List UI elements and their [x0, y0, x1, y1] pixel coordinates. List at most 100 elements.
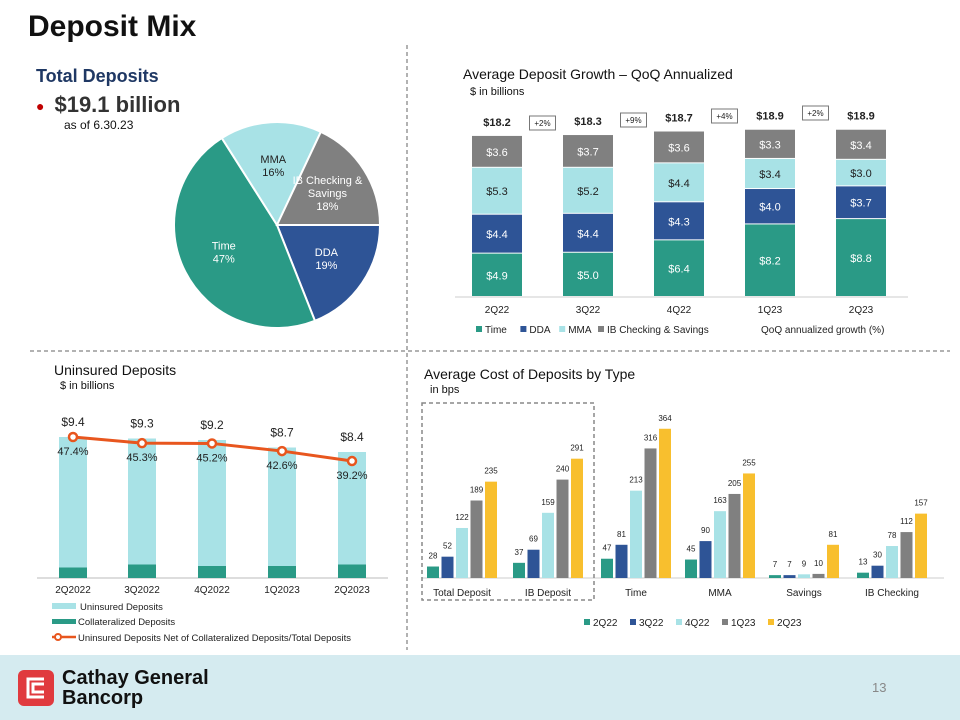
growth-label: +4% — [716, 112, 732, 121]
bar-uninsured — [59, 437, 87, 578]
bar-4Q22 — [630, 490, 642, 578]
ratio-point — [276, 445, 288, 457]
growth-box — [620, 112, 647, 128]
bar-segment-time — [836, 219, 886, 296]
bar-collateralized — [198, 566, 226, 578]
bar-uninsured — [198, 440, 226, 578]
bullet-icon: ● — [36, 98, 45, 115]
bar-4Q22 — [714, 511, 726, 578]
legend-swatch — [52, 603, 76, 609]
total-deposits-heading: Total Deposits — [36, 66, 159, 86]
bar-value-label: $9.4 — [61, 415, 85, 429]
bar-value-label: 78 — [888, 531, 897, 540]
bar-value-label: 157 — [914, 499, 928, 508]
legend-label: Uninsured Deposits Net of Collateralized… — [78, 633, 351, 644]
growth-label: +2% — [534, 119, 550, 128]
x-tick-label: 4Q22 — [667, 305, 692, 316]
bar-value-label: 45 — [687, 545, 696, 554]
bar-1Q23 — [728, 493, 741, 578]
pie-label: 19% — [315, 260, 337, 272]
highlight-box — [421, 402, 595, 601]
logo-line1: Cathay General — [62, 667, 209, 689]
bar-2Q23 — [743, 473, 755, 578]
legend-label: Time — [485, 325, 507, 336]
pie-label: MMA — [260, 154, 286, 166]
legend-label: 2Q23 — [777, 618, 802, 629]
bar-value-label: 90 — [701, 526, 710, 535]
bar-1Q23 — [470, 500, 483, 578]
bar-segment-time — [563, 252, 613, 296]
bar-value-label: 316 — [644, 433, 658, 442]
bar-2Q23 — [485, 481, 497, 578]
bar-segment-time — [745, 224, 795, 296]
bar-value-label: 240 — [556, 465, 570, 474]
page-title: Deposit Mix — [28, 10, 197, 43]
x-tick-label: 3Q22 — [576, 305, 601, 316]
ratio-point — [67, 431, 79, 443]
legend-label: 1Q23 — [731, 618, 756, 629]
growth-label: +2% — [807, 109, 823, 118]
x-tick-label: IB Deposit — [525, 588, 571, 599]
bar-3Q22 — [615, 544, 628, 578]
bar-4Q22 — [886, 546, 898, 578]
legend-label: IB Checking & Savings — [607, 325, 709, 336]
bar-value-label: $4.9 — [486, 270, 507, 282]
bar-uninsured — [338, 452, 366, 578]
bar-3Q22 — [783, 575, 796, 578]
bar-value-label: $3.7 — [577, 146, 598, 158]
bar-value-label: 52 — [443, 542, 452, 551]
bar-value-label: 81 — [617, 530, 626, 539]
bar-3Q22 — [871, 565, 884, 578]
legend-swatch — [768, 619, 774, 625]
bar-value-label: 37 — [515, 548, 524, 557]
bar-segment-dda — [836, 186, 886, 219]
x-tick-label: Time — [625, 588, 647, 599]
bar-uninsured — [128, 438, 156, 578]
x-tick-label: 1Q2023 — [264, 585, 300, 596]
bar-segment-ib — [836, 129, 886, 159]
growth-box — [802, 105, 829, 121]
pie-label: 18% — [316, 201, 338, 213]
pie-label: 16% — [262, 167, 284, 179]
bar-segment-mma — [654, 163, 704, 202]
bar-value-label: 7 — [773, 560, 778, 569]
ratio-label: 47.4% — [57, 446, 88, 458]
growth-box — [529, 115, 556, 131]
x-tick-label: 2Q22 — [485, 305, 510, 316]
uninsured-chart-subtitle: $ in billions — [60, 380, 115, 392]
bar-value-label: 364 — [658, 414, 672, 423]
bar-segment-mma — [745, 158, 795, 189]
ratio-label: 39.2% — [336, 470, 367, 482]
bar-value-label: $4.3 — [668, 216, 689, 228]
bar-value-label: 69 — [529, 535, 538, 544]
ratio-label: 45.2% — [196, 452, 227, 464]
legend-swatch — [676, 619, 682, 625]
total-deposits-amount: ● $19.1 billion — [36, 92, 180, 118]
bar-value-label: $3.6 — [668, 142, 689, 154]
bar-segment-dda — [472, 214, 522, 253]
x-tick-label: 4Q2022 — [194, 585, 230, 596]
logo-line2: Bancorp — [62, 687, 144, 709]
bar-value-label: 291 — [570, 444, 584, 453]
legend-marker — [54, 633, 62, 641]
bar-value-label: 13 — [859, 558, 868, 567]
bar-4Q22 — [542, 512, 554, 578]
bar-value-label: 163 — [713, 496, 727, 505]
bar-total-label: $18.9 — [756, 111, 784, 123]
as-of-date: as of 6.30.23 — [64, 118, 134, 132]
bar-segment-dda — [563, 213, 613, 252]
bar-value-label: $5.2 — [577, 186, 598, 198]
bar-segment-time — [654, 240, 704, 296]
bar-segment-dda — [745, 189, 795, 224]
ratio-point — [206, 438, 218, 449]
legend-label: MMA — [568, 325, 592, 336]
legend-label: Uninsured Deposits — [80, 602, 163, 613]
bar-value-label: $4.4 — [577, 228, 598, 240]
total-deposits-value: $19.1 billion — [54, 92, 181, 117]
pie-slice-ib-checking-savings — [275, 130, 382, 226]
bar-value-label: $8.7 — [270, 426, 294, 440]
bar-2Q23 — [659, 428, 671, 578]
bar-3Q22 — [441, 556, 454, 578]
bar-value-label: 159 — [541, 498, 555, 507]
pie-label: Time — [212, 241, 236, 253]
